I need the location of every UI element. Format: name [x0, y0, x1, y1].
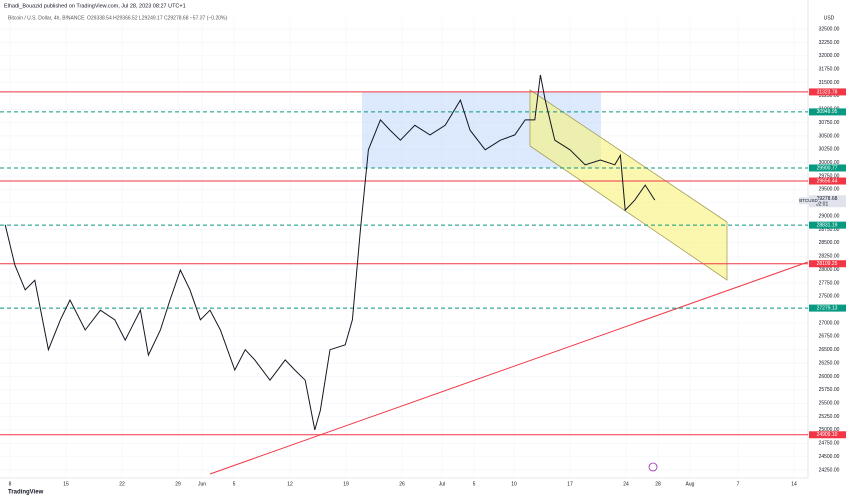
- y-tick-label: 28750.00: [819, 227, 840, 233]
- y-tick-label: 29500.00: [819, 187, 840, 193]
- level-tag: [809, 108, 846, 116]
- y-tick-label: 30000.00: [819, 160, 840, 166]
- price-line: [4, 74, 656, 431]
- x-tick-label: 5: [233, 481, 236, 487]
- y-tick-label: 32250.00: [819, 40, 840, 46]
- y-tick-label: 31750.00: [819, 66, 840, 72]
- y-tick-label: 30250.00: [819, 147, 840, 153]
- x-tick-label: Jul: [439, 481, 445, 487]
- currency: USD: [824, 15, 835, 21]
- event-icon[interactable]: [648, 462, 658, 472]
- x-tick-label: 28: [655, 481, 661, 487]
- y-tick-label: 28500.00: [819, 240, 840, 246]
- x-tick-label: 24: [623, 481, 629, 487]
- x-tick-label: 26: [399, 481, 405, 487]
- level-tag: [809, 177, 846, 185]
- x-tick-label: 5: [473, 481, 476, 487]
- y-tick-label: 27750.00: [819, 280, 840, 286]
- x-tick-label: 15: [63, 481, 69, 487]
- y-tick-label: 30750.00: [819, 120, 840, 126]
- x-tick-label: 29: [175, 481, 181, 487]
- x-tick-label: 19: [343, 481, 349, 487]
- countdown: 02:01: [816, 202, 829, 208]
- y-tick-label: 24750.00: [819, 441, 840, 447]
- y-tick-label: 25250.00: [819, 414, 840, 420]
- y-tick-label: 26250.00: [819, 360, 840, 366]
- level-label: 30949.95: [817, 109, 838, 115]
- y-tick-label: 26000.00: [819, 374, 840, 380]
- y-tick-label: 31250.00: [819, 93, 840, 99]
- last-price: 29278.68: [817, 196, 838, 202]
- y-tick-label: 28250.00: [819, 254, 840, 260]
- y-tick-label: 26500.00: [819, 347, 840, 353]
- y-tick-label: 25500.00: [819, 401, 840, 407]
- level-label: 27279.13: [817, 305, 838, 311]
- y-tick-label: 30500.00: [819, 133, 840, 139]
- x-tick-label: 17: [567, 481, 573, 487]
- x-tick-label: 14: [791, 481, 797, 487]
- trendline: [209, 261, 809, 475]
- y-tick-label: 27500.00: [819, 294, 840, 300]
- x-tick-label: Aug: [686, 481, 695, 487]
- level-label: 24909.10: [817, 432, 838, 438]
- x-tick-label: 7: [737, 481, 740, 487]
- chart-title: Bitcoin / U.S. Dollar, 4h, BINANCE: [8, 15, 85, 21]
- y-tick-label: 25750.00: [819, 387, 840, 393]
- y-tick-label: 24250.00: [819, 467, 840, 473]
- level-label: 29900.77: [817, 165, 838, 171]
- y-tick-label: 32500.00: [819, 26, 840, 32]
- y-tick-label: 32000.00: [819, 53, 840, 59]
- x-tick-label: 8: [9, 481, 12, 487]
- level-tag: [809, 304, 846, 312]
- publisher: Elhadi_Bouazid published on TradingView.…: [4, 3, 186, 9]
- last-price-tag: [809, 195, 846, 208]
- y-tick-label: 31500.00: [819, 80, 840, 86]
- level-tag: [809, 164, 846, 172]
- level-label: 31323.78: [817, 89, 838, 95]
- level-label: 28109.25: [817, 261, 838, 267]
- symbol-tag: [799, 197, 818, 205]
- symbol: BTCUSD: [799, 198, 818, 203]
- y-tick-label: 28000.00: [819, 267, 840, 273]
- y-tick-label: 29750.00: [819, 173, 840, 179]
- level-label: 29656.44: [817, 178, 838, 184]
- level-tag: [809, 260, 846, 268]
- level-label: 28831.19: [817, 222, 838, 228]
- level-tag: [809, 221, 846, 229]
- x-tick-label: 22: [119, 481, 125, 487]
- y-tick-label: 25000.00: [819, 427, 840, 433]
- brand: TradingView: [8, 490, 44, 496]
- y-tick-label: 26750.00: [819, 334, 840, 340]
- y-tick-label: 29000.00: [819, 213, 840, 219]
- x-tick-label: 12: [287, 481, 293, 487]
- y-tick-label: 24500.00: [819, 454, 840, 460]
- x-tick-label: 10: [511, 481, 517, 487]
- ohlc: O29338.54 H29366.52 L29249.17 C29278.68 …: [87, 15, 227, 21]
- level-tag: [809, 431, 846, 439]
- level-tag: [809, 88, 846, 96]
- channel: [529, 89, 728, 281]
- x-tick-label: Jun: [198, 481, 206, 487]
- y-tick-label: 27000.00: [819, 320, 840, 326]
